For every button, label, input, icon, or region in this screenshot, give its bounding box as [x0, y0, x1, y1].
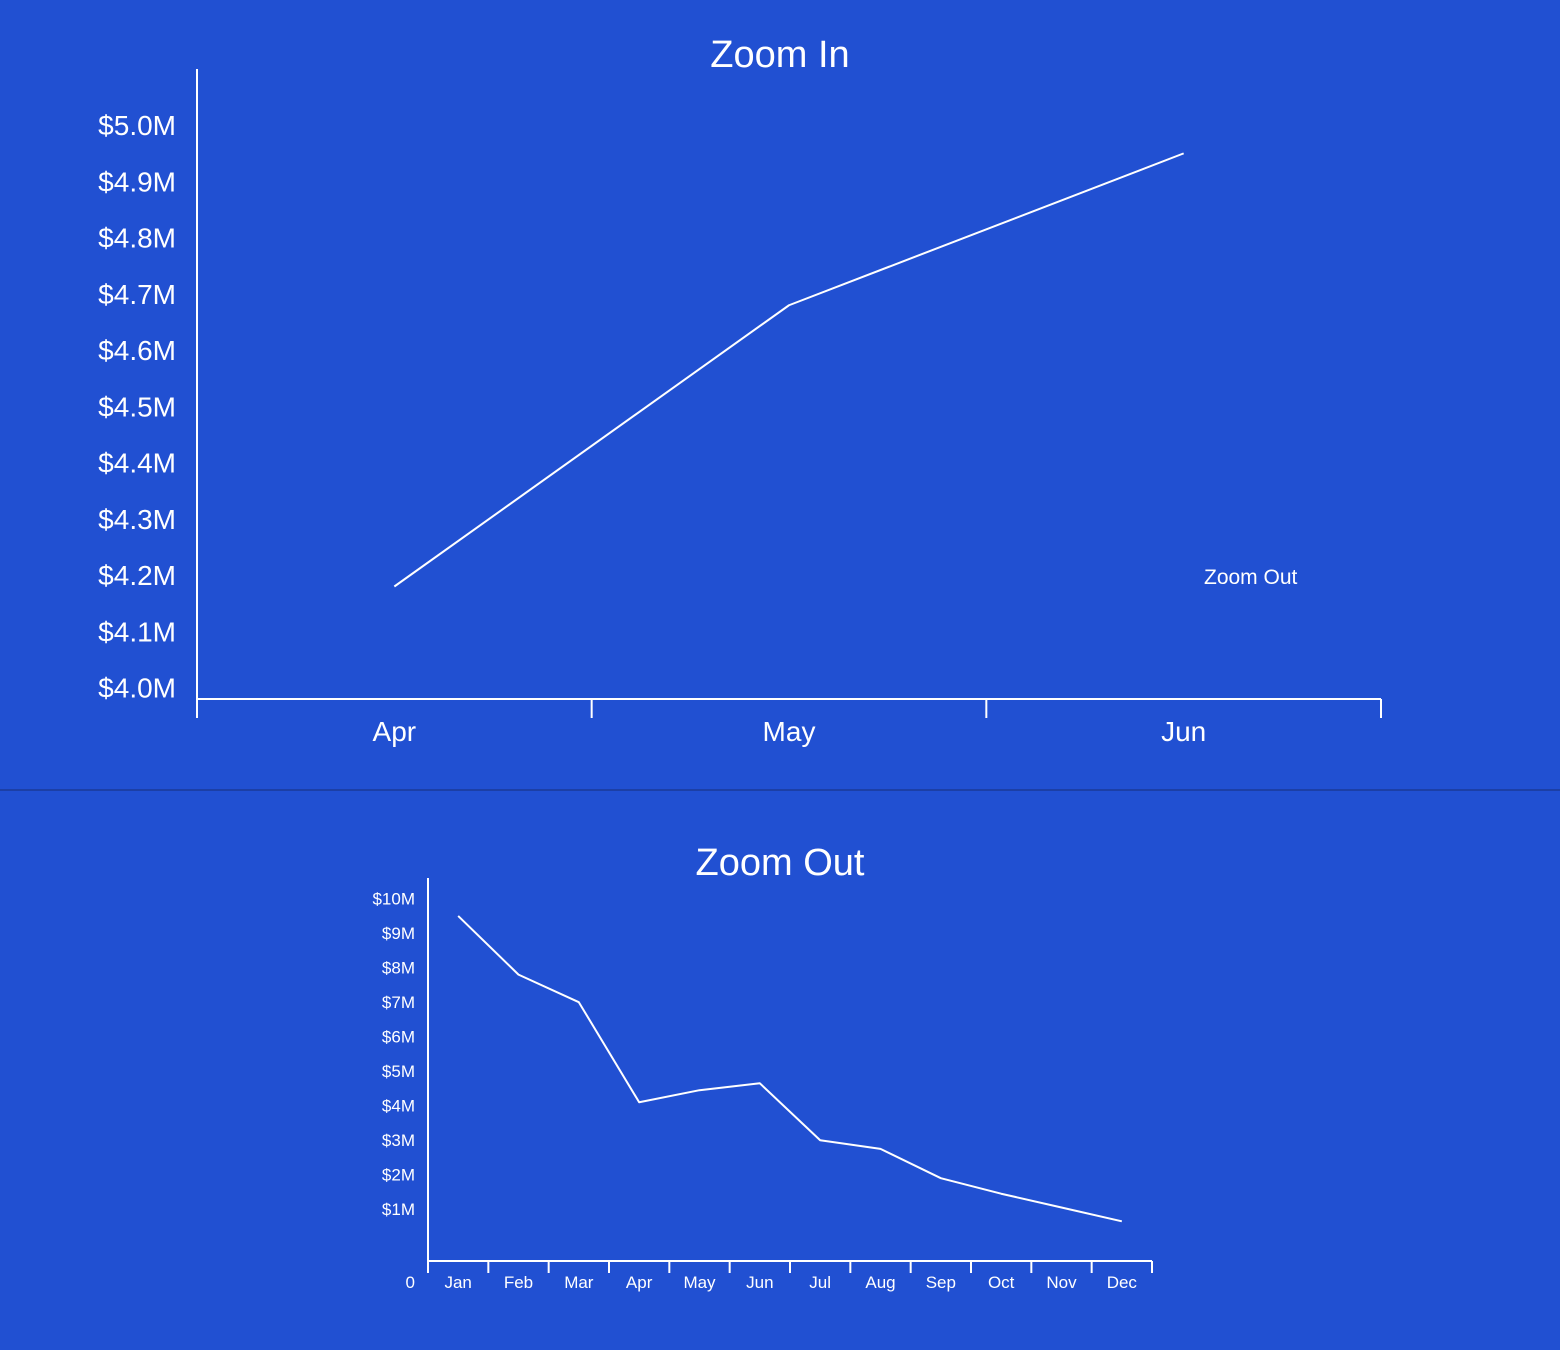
y-tick-label: $4M: [382, 1097, 415, 1116]
y-tick-label: $3M: [382, 1131, 415, 1150]
x-tick-label: Nov: [1046, 1273, 1077, 1292]
y-tick-label: $2M: [382, 1166, 415, 1185]
zoom-out-chart: Jan Feb Mar Apr May Jun Jul Aug Sep Oct Nov Dec $10M…: [372, 878, 1153, 1292]
y-tick-label: $4.1M: [98, 616, 176, 647]
y-tick-label: 0: [406, 1273, 415, 1292]
y-tick-label: $8M: [382, 959, 415, 978]
zoom-out-panel: Zoom Out Jan Feb Mar Apr May Jun Jul Aug Sep Oct N…: [0, 791, 1560, 1350]
x-tick-label: Feb: [504, 1273, 533, 1292]
y-tick-label: $4.0M: [98, 673, 176, 704]
series-line: [393, 152, 1185, 588]
x-tick-label: May: [683, 1273, 716, 1292]
chart-title-zoom-in: Zoom In: [710, 34, 850, 76]
y-tick-label: $9M: [382, 924, 415, 943]
panel-divider: [0, 789, 1560, 791]
y-tick-label: $7M: [382, 993, 415, 1012]
x-tick-label: Sep: [926, 1273, 956, 1292]
x-tick-label: Mar: [564, 1273, 594, 1292]
y-tick-label: $4.9M: [98, 166, 176, 197]
y-tick-label: $4.6M: [98, 335, 176, 366]
zoom-in-chart: Apr May Jun $5.0M $4.9M $4.8M $4.7M $4.6M $4.5M $…: [98, 69, 1382, 747]
zoom-in-panel: Zoom In Apr May Jun $5.0M $4.9M $4.8M $4.7M $4.…: [98, 34, 1382, 747]
x-tick-label: Jun: [1161, 716, 1206, 747]
chart-title-zoom-out: Zoom Out: [695, 842, 865, 884]
y-tick-label: $5M: [382, 1062, 415, 1081]
y-tick-label: $4.4M: [98, 448, 176, 479]
x-tick-label: Dec: [1107, 1273, 1138, 1292]
y-tick-label: $6M: [382, 1028, 415, 1047]
x-tick-label: Aug: [865, 1273, 895, 1292]
y-tick-label: $10M: [372, 890, 415, 909]
y-tick-label: $5.0M: [98, 110, 176, 141]
x-tick-label: Apr: [373, 716, 417, 747]
x-tick-label: Oct: [988, 1273, 1015, 1292]
x-tick-label: Jun: [746, 1273, 773, 1292]
y-tick-label: $4.3M: [98, 504, 176, 535]
y-tick-label: $4.8M: [98, 223, 176, 254]
x-tick-label: Jul: [809, 1273, 831, 1292]
series-line: [457, 915, 1123, 1223]
y-tick-label: $4.7M: [98, 279, 176, 310]
x-tick-label: Apr: [626, 1273, 653, 1292]
x-tick-label: Jan: [444, 1273, 471, 1292]
zoom-out-link[interactable]: Zoom Out: [1204, 566, 1298, 589]
y-tick-label: $1M: [382, 1200, 415, 1219]
y-tick-label: $4.5M: [98, 391, 176, 422]
y-tick-label: $4.2M: [98, 560, 176, 591]
x-tick-label: May: [763, 716, 816, 747]
